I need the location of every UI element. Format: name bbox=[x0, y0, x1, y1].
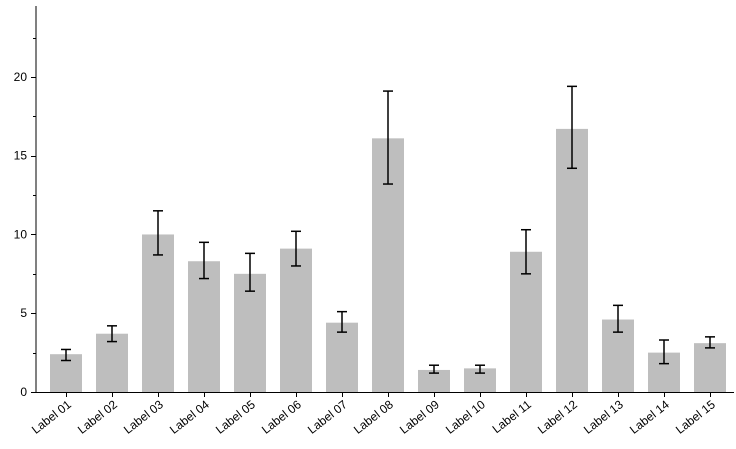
x-tick-label: Label 04 bbox=[167, 397, 212, 437]
x-tick-label: Label 11 bbox=[490, 397, 534, 436]
error-bar bbox=[521, 228, 531, 275]
bar bbox=[694, 343, 726, 392]
bar bbox=[142, 234, 174, 392]
x-tick-label: Label 01 bbox=[29, 397, 74, 437]
bar bbox=[326, 322, 358, 392]
y-tick-label: 5 bbox=[20, 306, 27, 320]
bar bbox=[96, 333, 128, 392]
error-bar bbox=[613, 304, 623, 333]
x-axis: Label 01 Label 02 Label 03 Label 04 Label 05… bbox=[29, 392, 734, 437]
error-bar bbox=[107, 325, 117, 343]
bar bbox=[510, 251, 542, 392]
x-tick-label: Label 02 bbox=[75, 397, 120, 437]
error-bar bbox=[429, 364, 439, 374]
x-tick-label: Label 12 bbox=[535, 397, 580, 437]
error-bar bbox=[337, 310, 347, 333]
x-tick-label: Label 14 bbox=[627, 397, 672, 437]
y-tick-label: 10 bbox=[14, 227, 28, 241]
error-bar bbox=[153, 210, 163, 256]
x-tick-label: Label 05 bbox=[213, 397, 258, 437]
bar bbox=[418, 369, 450, 392]
error-bar bbox=[245, 252, 255, 292]
error-bar bbox=[291, 230, 301, 267]
error-bar bbox=[705, 336, 715, 349]
bar bbox=[464, 368, 496, 392]
error-bar bbox=[61, 348, 71, 362]
error-bars-group bbox=[61, 85, 715, 374]
error-bar bbox=[199, 241, 209, 280]
x-tick-label: Label 09 bbox=[397, 397, 442, 437]
y-tick-label: 20 bbox=[14, 70, 28, 84]
error-bar bbox=[383, 90, 393, 185]
x-tick-label: Label 07 bbox=[305, 397, 350, 437]
bar bbox=[234, 273, 266, 392]
y-axis: 0 5 10 15 20 bbox=[14, 6, 37, 399]
x-tick-label: Label 15 bbox=[673, 397, 718, 437]
bar bbox=[188, 261, 220, 392]
x-tick-label: Label 10 bbox=[443, 397, 488, 437]
error-bar bbox=[567, 85, 577, 170]
x-tick-label: Label 08 bbox=[351, 397, 396, 437]
x-tick-label: Label 13 bbox=[581, 397, 626, 437]
y-tick-label: 15 bbox=[14, 149, 28, 163]
x-tick-label: Label 06 bbox=[259, 397, 304, 437]
y-tick-label: 0 bbox=[20, 385, 27, 399]
bar bbox=[556, 128, 588, 392]
bar bbox=[280, 248, 312, 392]
error-bar bbox=[659, 339, 669, 365]
x-tick-label: Label 03 bbox=[121, 397, 166, 437]
bars-group bbox=[50, 128, 726, 392]
error-bar bbox=[475, 364, 485, 374]
